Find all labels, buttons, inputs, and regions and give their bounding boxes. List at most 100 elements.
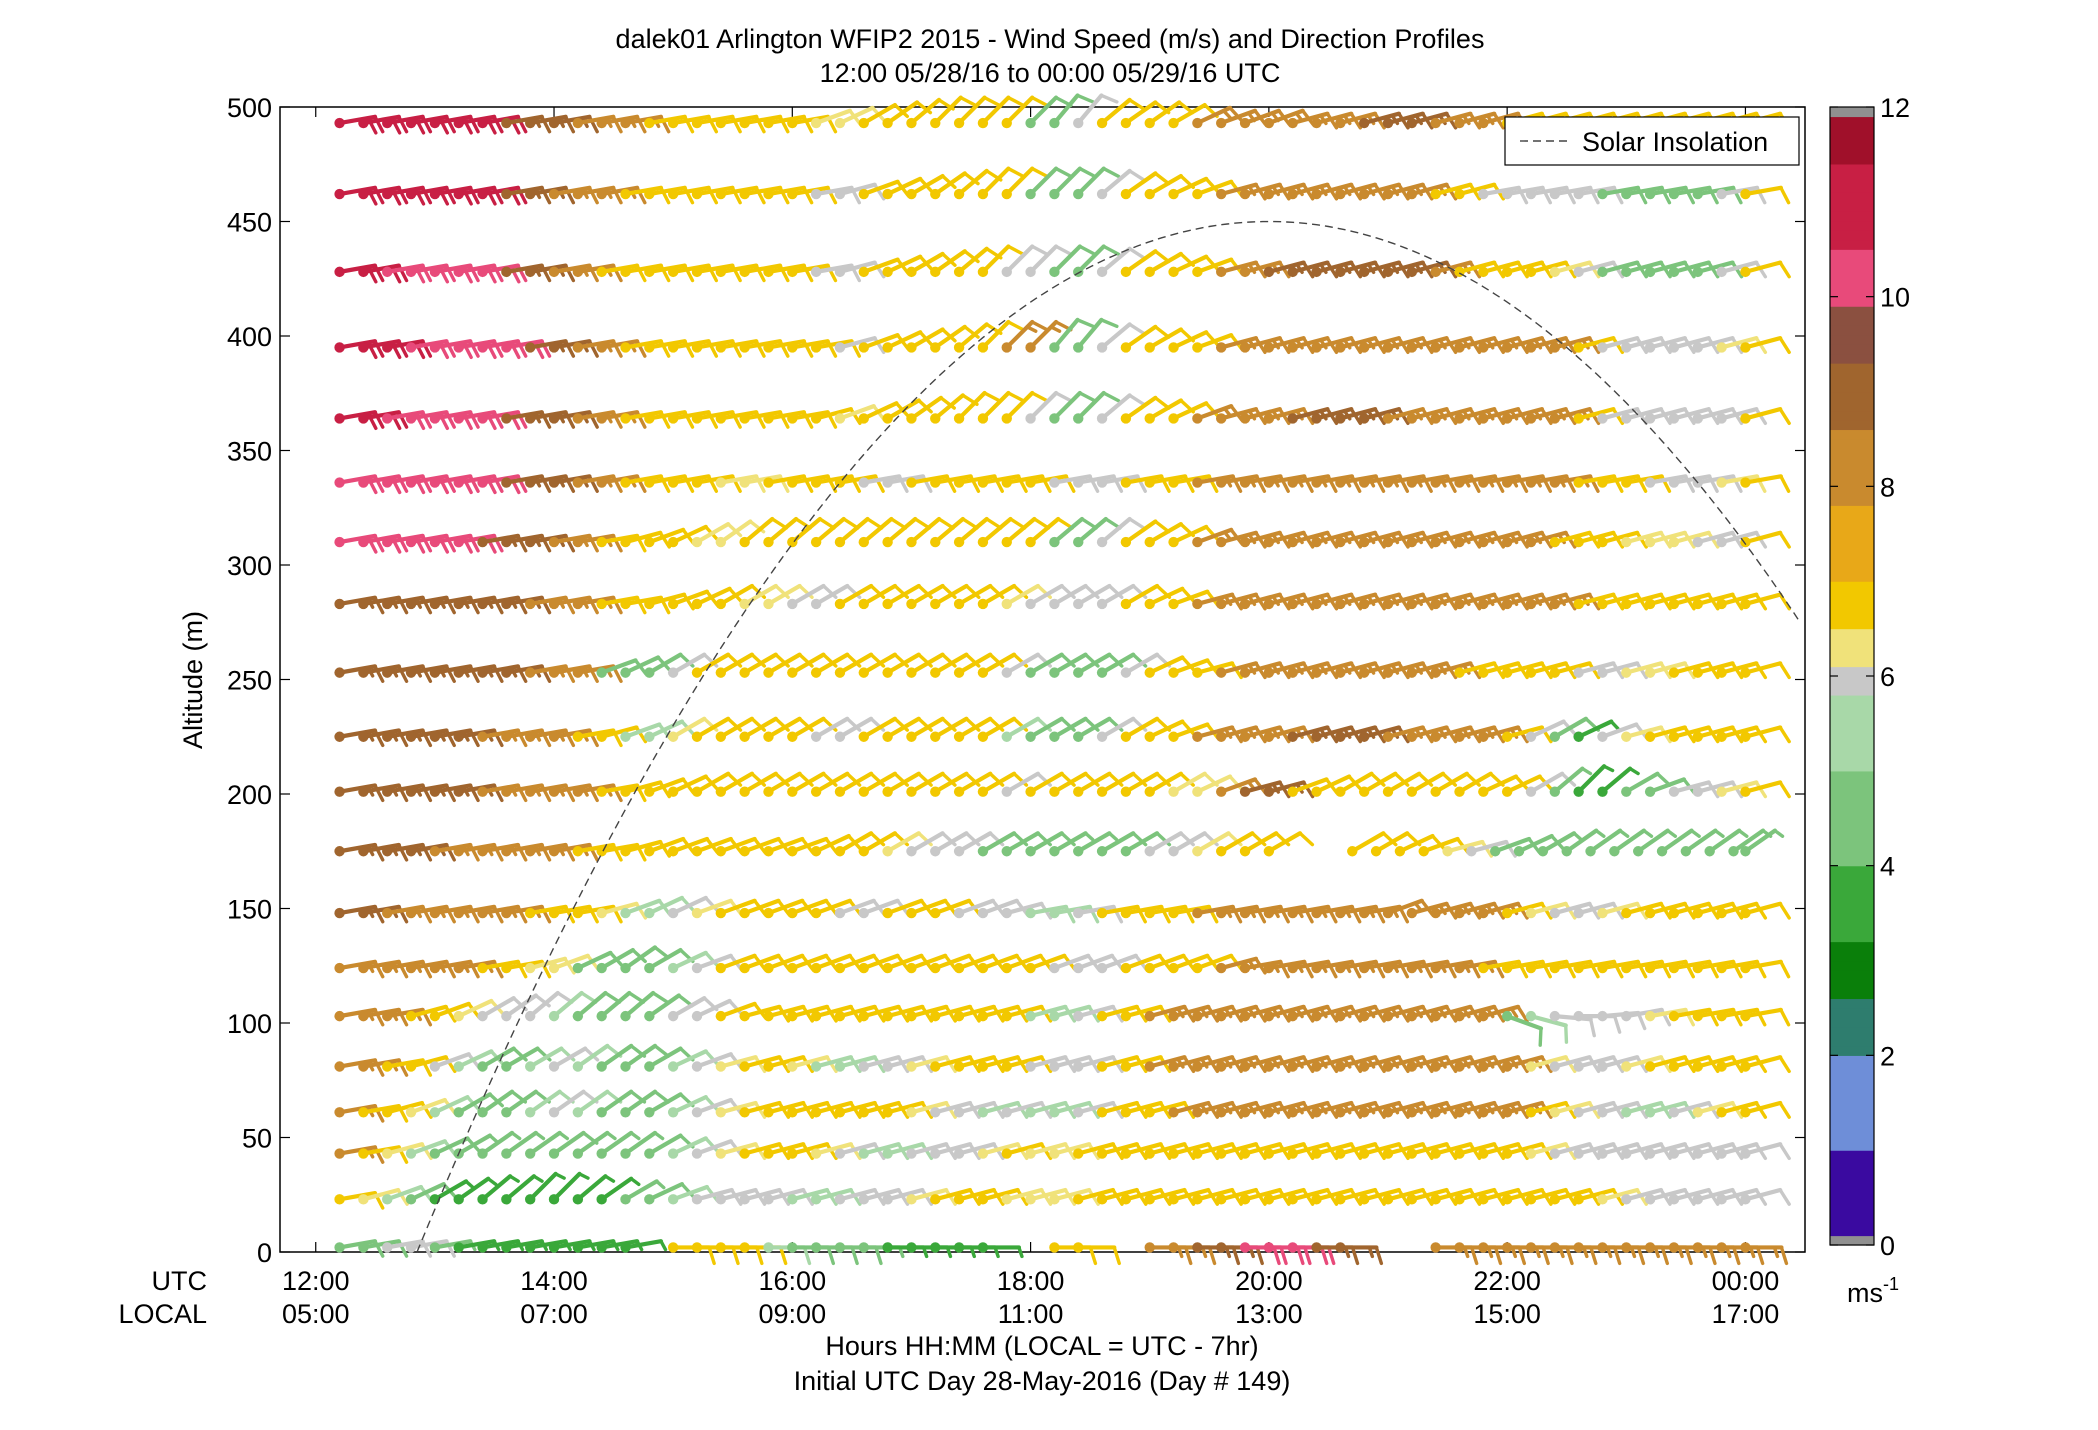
barb-station-dot — [358, 1061, 368, 1071]
barb-station-dot — [668, 1011, 678, 1021]
barb-station-dot — [1597, 667, 1607, 677]
barb-station-dot — [1740, 189, 1750, 199]
barb-station-dot — [1121, 599, 1131, 609]
barb-station-dot — [716, 189, 726, 199]
barb-station-dot — [644, 667, 654, 677]
barb-station-dot — [739, 963, 749, 973]
barb-station-dot — [1002, 537, 1012, 547]
barb-station-dot — [1264, 189, 1274, 199]
barb-station-dot — [430, 1061, 440, 1071]
barb-station-dot — [406, 118, 416, 128]
barb-station-dot — [1216, 189, 1226, 199]
barb-station-dot — [334, 189, 344, 199]
local-row-label: LOCAL — [118, 1299, 207, 1329]
barb-station-dot — [811, 1148, 821, 1158]
barb-station-dot — [525, 1107, 535, 1117]
barb-station-dot — [1573, 599, 1583, 609]
barb-station-dot — [1454, 963, 1464, 973]
barb-station-dot — [1240, 267, 1250, 277]
x-tick-label-utc: 14:00 — [520, 1266, 588, 1296]
barb-station-dot — [1454, 1011, 1464, 1021]
barb-station-dot — [1526, 1107, 1536, 1117]
barb-station-dot — [1740, 846, 1750, 856]
x-tick-label-utc: 18:00 — [997, 1266, 1065, 1296]
barb-station-dot — [1049, 1011, 1059, 1021]
barb-station-dot — [1716, 1061, 1726, 1071]
barb-station-dot — [1573, 1148, 1583, 1158]
barb-station-dot — [859, 413, 869, 423]
barb-station-dot — [358, 118, 368, 128]
barb-station-dot — [596, 1194, 606, 1204]
barb-station-dot — [334, 1061, 344, 1071]
barb-station-dot — [406, 1011, 416, 1021]
barb-station-dot — [1311, 963, 1321, 973]
barb-station-dot — [430, 477, 440, 487]
barb-station-dot — [1478, 1061, 1488, 1071]
barb-station-dot — [477, 1194, 487, 1204]
barb-station-dot — [358, 1148, 368, 1158]
barb-station-dot — [596, 599, 606, 609]
barb-station-dot — [1693, 342, 1703, 352]
x-axis-label: Hours HH:MM (LOCAL = UTC - 7hr) — [825, 1331, 1258, 1361]
barb-station-dot — [716, 537, 726, 547]
barb-station-dot — [763, 118, 773, 128]
barb-station-dot — [930, 1011, 940, 1021]
barb-station-dot — [882, 1061, 892, 1071]
barb-station-dot — [1097, 787, 1107, 797]
barb-station-dot — [1216, 342, 1226, 352]
barb-station-dot — [1645, 189, 1655, 199]
barb-station-dot — [1002, 599, 1012, 609]
barb-station-dot — [334, 413, 344, 423]
barb-station-dot — [1073, 118, 1083, 128]
barb-station-dot — [382, 537, 392, 547]
barb-station-dot — [906, 1194, 916, 1204]
barb-station-dot — [1716, 908, 1726, 918]
barb-station-dot — [358, 1194, 368, 1204]
barb-station-dot — [501, 267, 511, 277]
barb-station-dot — [1347, 846, 1357, 856]
barb-station-dot — [882, 787, 892, 797]
barb-station-dot — [716, 846, 726, 856]
barb-station-dot — [906, 537, 916, 547]
barb-station-dot — [1693, 1061, 1703, 1071]
barb-station-dot — [882, 732, 892, 742]
barb-station-dot — [620, 1107, 630, 1117]
barb-station-dot — [739, 846, 749, 856]
barb-station-dot — [477, 908, 487, 918]
barb-station-dot — [1025, 1107, 1035, 1117]
barb-station-dot — [1430, 1148, 1440, 1158]
barb-station-dot — [358, 267, 368, 277]
barb-station-dot — [1192, 189, 1202, 199]
barb-station-dot — [716, 342, 726, 352]
barb-station-dot — [620, 846, 630, 856]
barb-station-dot — [334, 1011, 344, 1021]
barb-station-dot — [1073, 413, 1083, 423]
barb-station-dot — [430, 963, 440, 973]
barb-station-dot — [1621, 787, 1631, 797]
barb-station-dot — [1573, 1011, 1583, 1021]
barb-station-dot — [358, 537, 368, 547]
barb-station-dot — [882, 477, 892, 487]
barb-station-dot — [644, 477, 654, 487]
barb-station-dot — [525, 908, 535, 918]
barb-station-dot — [1264, 413, 1274, 423]
barb-station-dot — [620, 1148, 630, 1158]
barb-station-dot — [1168, 189, 1178, 199]
barb-station-dot — [1216, 1011, 1226, 1021]
barb-station-dot — [454, 1194, 464, 1204]
barb-station-dot — [787, 732, 797, 742]
barb-station-dot — [1216, 267, 1226, 277]
barb-station-dot — [1311, 599, 1321, 609]
barb-station-dot — [1478, 732, 1488, 742]
barb-station-dot — [906, 118, 916, 128]
barb-station-dot — [739, 1194, 749, 1204]
barb-station-dot — [811, 118, 821, 128]
barb-station-dot — [1383, 342, 1393, 352]
barb-station-dot — [1145, 537, 1155, 547]
barb-station-dot — [1121, 1148, 1131, 1158]
barb-station-dot — [1597, 1194, 1607, 1204]
barb-station-dot — [1335, 667, 1345, 677]
barb-station-dot — [1287, 787, 1297, 797]
barb-station-dot — [1383, 599, 1393, 609]
barb-station-dot — [811, 1011, 821, 1021]
